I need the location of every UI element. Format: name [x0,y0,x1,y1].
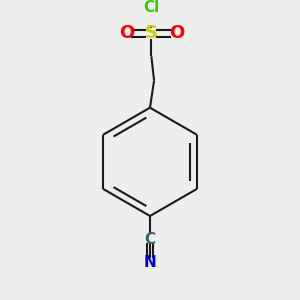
Text: C: C [144,232,156,247]
Text: O: O [169,24,184,42]
Text: O: O [119,24,134,42]
Text: Cl: Cl [143,0,160,15]
Text: N: N [144,254,156,269]
Text: S: S [145,24,158,42]
